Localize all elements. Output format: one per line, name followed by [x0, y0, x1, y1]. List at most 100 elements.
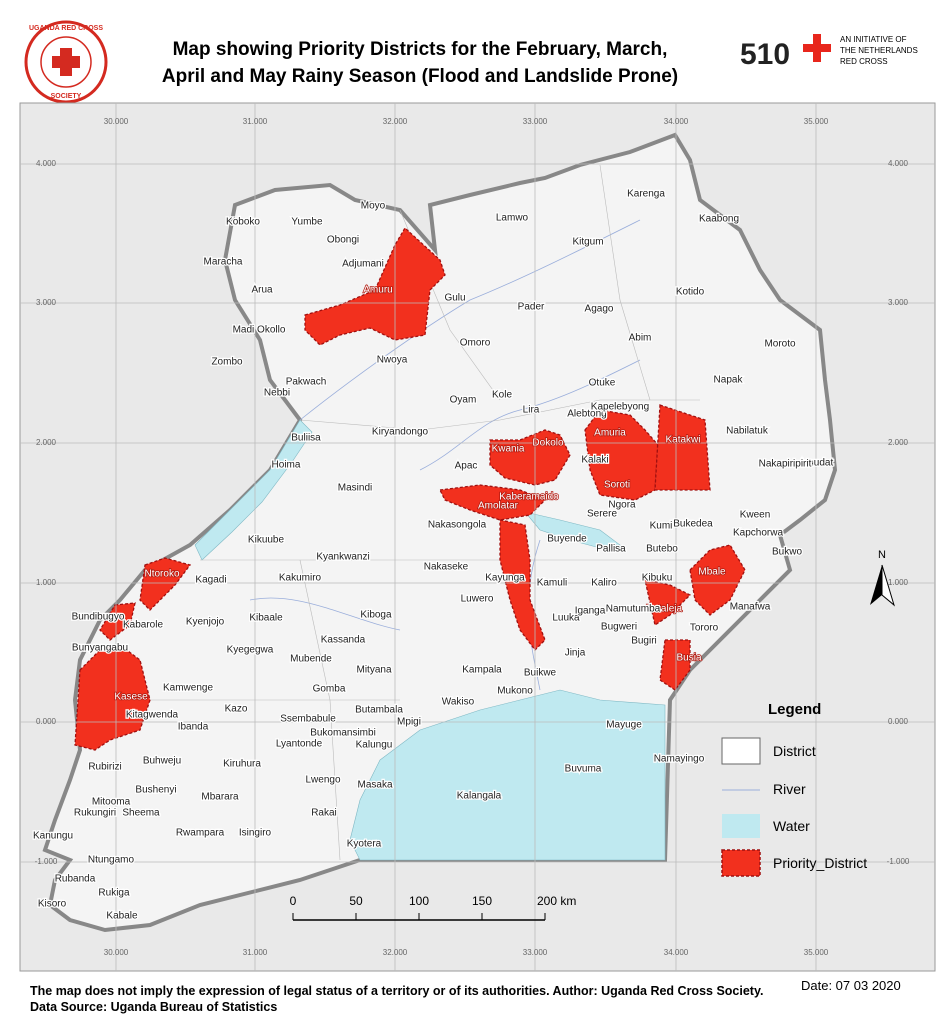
brand-510: 510 [740, 38, 790, 71]
district-label: Ngora [608, 500, 636, 511]
district-label: Manafwa [730, 602, 771, 613]
district-label: Wakiso [442, 697, 475, 708]
title-line: Map showing Priority Districts for the F… [173, 39, 668, 60]
district-label: Luuka [552, 613, 580, 624]
initiative-text: AN INITIATIVE OF THE NETHERLANDS RED CROSS [840, 35, 918, 66]
grid-x-label: 34.000 [664, 948, 689, 957]
district-label: Kisoro [38, 899, 67, 910]
district-label: Apac [455, 461, 478, 472]
grid-y-label: -1.000 [35, 857, 58, 866]
district-label: Mayuge [606, 720, 642, 731]
north-arrow: N [870, 549, 895, 607]
district-label: Obongi [327, 235, 359, 246]
district-label: Kanungu [33, 831, 73, 842]
district-label: Rakai [311, 808, 337, 819]
scale-label: 0 [290, 894, 297, 908]
district-label: Maracha [204, 257, 243, 268]
district-label: Ntoroko [144, 569, 179, 580]
district-label: Nwoya [377, 355, 408, 366]
scale-label: 150 [472, 894, 492, 908]
district-label: Rwampara [176, 828, 225, 839]
district-label: Buikwe [524, 668, 557, 679]
district-label: Butambala [355, 705, 403, 716]
initiative-line: THE NETHERLANDS [840, 46, 918, 55]
district-boundaries [150, 164, 700, 861]
district-label: Buhweju [143, 756, 181, 767]
district-label: Moroto [764, 339, 796, 350]
date: Date: 07 03 2020 [801, 978, 901, 993]
district-label: Kiruhura [223, 759, 261, 770]
district-label: Ntungamo [88, 855, 135, 866]
district-label: Nebbi [264, 388, 290, 399]
district-label: Karenga [627, 189, 665, 200]
district-label: Zombo [211, 357, 243, 368]
district-label: Bukedea [673, 519, 713, 530]
district-label: Butaleja [646, 604, 683, 615]
legend-label: River [773, 781, 806, 797]
district-label: Kiryandongo [372, 427, 429, 438]
district-label: Kapchorwa [733, 528, 783, 539]
district-label: Kibuku [642, 573, 673, 584]
grid-x-label: 32.000 [383, 948, 408, 957]
district-label: Busia [676, 653, 701, 664]
district-label: Kagadi [195, 575, 226, 586]
scale-label: 200 km [537, 894, 576, 908]
district-label: Arua [251, 285, 273, 296]
district-label: Masindi [338, 483, 372, 494]
district-label: Kole [492, 390, 512, 401]
district-label: Soroti [604, 480, 630, 491]
district-label: Kyegegwa [227, 645, 274, 656]
district-label: Kikuube [248, 535, 285, 546]
district-label: Ibanda [178, 722, 209, 733]
district-label: Kamuli [537, 578, 568, 589]
district-label: Moyo [361, 201, 386, 212]
initiative-line: RED CROSS [840, 57, 888, 66]
grid-y-label: 3.000 [888, 298, 909, 307]
logo-top: UGANDA RED CROSS [29, 25, 103, 32]
grid-y-label: 4.000 [888, 159, 909, 168]
north-label: N [878, 549, 886, 561]
district-label: Rukiga [98, 888, 130, 899]
district-label: Lyantonde [276, 739, 323, 750]
district-label: Kazo [225, 704, 248, 715]
district-label: Rukungiri [74, 808, 116, 819]
district-label: Bundibugyo [72, 612, 125, 623]
water [194, 419, 666, 861]
district-label: Bugiri [631, 636, 657, 647]
legend-label: Water [773, 818, 810, 834]
district-label: Buyende [547, 534, 587, 545]
grid-x-label: 30.000 [104, 948, 129, 957]
district-label: Rubirizi [88, 762, 121, 773]
district-label: Kiboga [360, 610, 392, 621]
district-labels: Koboko Yumbe Moyo Obongi Adjumani Maracha Arua… [32, 187, 835, 923]
grid-x-label: 35.000 [804, 117, 829, 126]
district-label: Kitgum [572, 237, 603, 248]
district-label: Mbarara [201, 792, 239, 803]
district-label: Amuria [594, 428, 626, 439]
district-label: Tororo [690, 623, 719, 634]
district-label: Kabarole [123, 620, 163, 631]
district-label: Kitagwenda [126, 710, 179, 721]
district-label: Kakumiro [279, 573, 322, 584]
district-label: Bunyangabu [72, 643, 128, 654]
graticule: 30.000 30.000 31.000 31.000 32.000 32.000 33.0… [20, 103, 935, 971]
district-label: Alebtong [567, 409, 606, 420]
grid-y-label: -1.000 [887, 857, 910, 866]
district-label: Amolatar [478, 501, 519, 512]
title-line: April and May Rainy Season (Flood and La… [162, 66, 678, 87]
district-label: Butebo [646, 544, 678, 555]
map: UGANDA RED CROSS SOCIETY Map showing Pri… [19, 20, 936, 972]
grid-x-label: 31.000 [243, 948, 268, 957]
district-label: Kibaale [249, 613, 283, 624]
district-label: Buliisa [291, 433, 321, 444]
district-label: Namutumba [606, 604, 661, 615]
district-label: Jinja [565, 648, 586, 659]
district-label: Kapelebyong [591, 402, 649, 413]
district-label: Kalangala [457, 791, 502, 802]
district-label: Kabale [106, 911, 138, 922]
district-label: Iganga [575, 606, 606, 617]
district-label: Kotido [676, 287, 705, 298]
district-label: Kasese [114, 692, 148, 703]
district-label: Bushenyi [135, 785, 176, 796]
